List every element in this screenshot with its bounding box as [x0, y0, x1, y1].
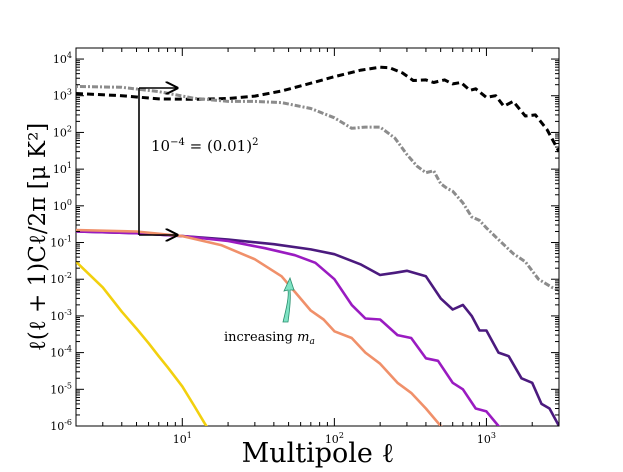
mass-annotation: increasing ma — [224, 330, 315, 347]
y-tick-label: 10-2 — [50, 271, 72, 286]
y-tick-label: 102 — [53, 124, 72, 139]
ratio-square: 2 — [252, 137, 258, 148]
series-line-purple — [76, 230, 501, 426]
y-tick-label: 103 — [53, 88, 72, 103]
plot-area-frame — [75, 47, 560, 427]
y-tick-label: 104 — [53, 51, 72, 66]
mass-var: m — [297, 330, 309, 345]
y-axis-title: ℓ(ℓ + 1)Cℓ/2π [μ K²] — [25, 123, 51, 352]
y-tick-label: 10-5 — [50, 381, 72, 396]
series-line-yellow — [76, 260, 208, 426]
x-tick-label: 101 — [173, 431, 192, 446]
y-tick-label: 10-1 — [50, 235, 72, 250]
series-line-dotted-gray — [76, 84, 559, 292]
y-tick-label: 10-3 — [50, 308, 72, 323]
series-layer — [76, 65, 559, 426]
series-line-orange — [76, 228, 443, 426]
y-tick-label: 10-6 — [50, 418, 72, 433]
y-tick-label: 10-4 — [50, 345, 72, 360]
x-axis-title: Multipole ℓ — [242, 438, 395, 469]
x-tick-label: 102 — [325, 431, 344, 446]
ratio-annotation: 10−4 = (0.01)2 — [151, 137, 258, 155]
ratio-base: 10 — [151, 137, 170, 155]
increasing-mass-arrow — [282, 276, 295, 323]
mass-sub: a — [309, 337, 314, 347]
y-tick-label: 100 — [53, 198, 72, 213]
ratio-exp: −4 — [170, 137, 185, 148]
y-tick-label: 101 — [53, 161, 72, 176]
ratio-rest: = (0.01) — [185, 137, 252, 155]
mass-label: increasing — [224, 330, 297, 345]
mass-arrow-shape — [282, 276, 295, 323]
x-axis-ticks: 101 102 103 — [75, 48, 560, 446]
series-line-dashed-black — [76, 65, 559, 153]
series-line-dark-purple — [76, 230, 559, 426]
x-tick-label: 103 — [477, 431, 496, 446]
variance-ratio-arrow — [138, 88, 177, 235]
